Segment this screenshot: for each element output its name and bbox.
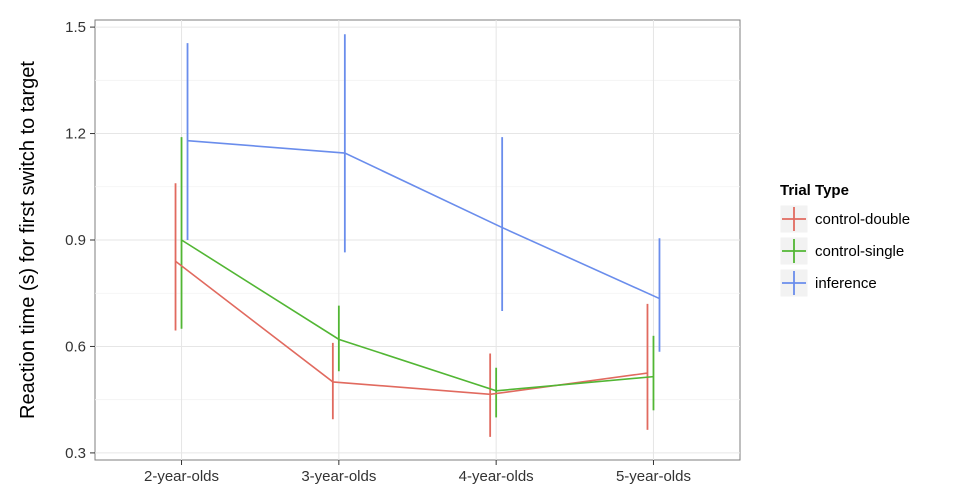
legend-label: inference xyxy=(815,275,877,292)
series-lines xyxy=(175,139,660,396)
x-tick-label: 3-year-olds xyxy=(301,468,376,485)
series-line-control-single xyxy=(181,239,654,392)
y-tick-label: 0.3 xyxy=(65,445,86,462)
y-tick-label: 0.6 xyxy=(65,338,86,355)
y-tick-label: 1.5 xyxy=(65,19,86,36)
legend-title: Trial Type xyxy=(780,182,849,199)
y-tick-label: 1.2 xyxy=(65,126,86,143)
x-tick-label: 5-year-olds xyxy=(616,468,691,485)
x-axis: 2-year-olds 3-year-olds 4-year-olds 5-year-… xyxy=(144,460,691,485)
y-axis-title: Reaction time (s) for first switch to ta… xyxy=(17,61,39,419)
legend-label: control-double xyxy=(815,211,910,228)
y-axis: 0.3 0.6 0.9 1.2 1.5 xyxy=(65,19,95,462)
y-tick-label: 0.9 xyxy=(65,232,86,249)
series-line-inference xyxy=(187,139,660,300)
legend-label: control-single xyxy=(815,243,904,260)
x-tick-label: 4-year-olds xyxy=(459,468,534,485)
legend: Trial Type control-double control-single i… xyxy=(779,182,910,298)
x-tick-label: 2-year-olds xyxy=(144,468,219,485)
